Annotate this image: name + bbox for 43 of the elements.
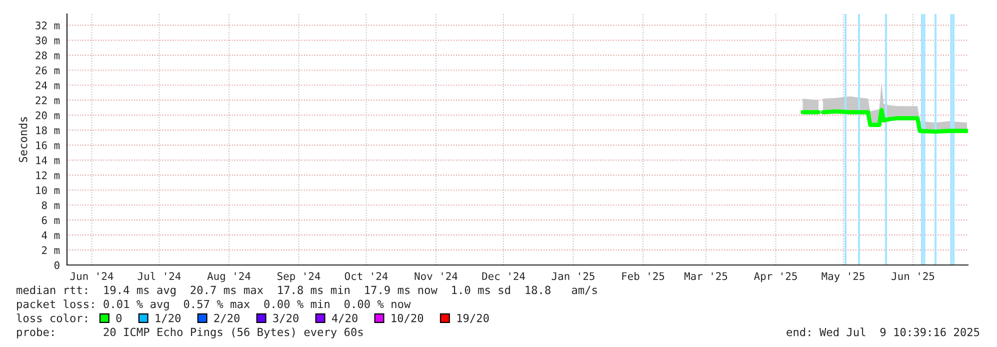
x-tick-label: Jun '24 [70,272,114,280]
x-tick-label: Aug '24 [207,272,250,282]
text: packet loss: 0.01 % avg 0.57 % max 0.00 % min 0.00 % now [17,300,411,310]
x-tick-label: Sep '24 [278,272,320,282]
y-tick-label: 14 m [36,156,60,164]
x-tick-label: Nov '24 [414,272,458,280]
y-tick-label: 20 m [36,111,60,120]
x-tick-label: Feb '25 [622,272,664,280]
legend-title: loss color: [16,314,87,322]
y-tick-label: 28 m [36,51,60,60]
text: end: Wed Jul 9 10:39:16 2025 [786,328,980,336]
y-tick-label: 30 m [36,36,60,44]
y-tick-label: 8 m [42,201,60,210]
x-tick-label: Apr '25 [754,272,797,282]
y-tick-label: 26 m [36,66,60,74]
y-tick-label: 22 m [36,96,60,104]
legend-label: 3/20 [273,314,298,324]
legend-label: 2/20 [214,314,240,324]
legend-label: 0 [116,314,122,322]
y-tick-label: 12 m [36,171,60,180]
y-tick-label: 0 [54,261,60,270]
x-tick-label: May '25 [822,272,864,282]
x-tick-label: Oct '24 [344,272,388,280]
y-tick-label: 24 m [36,81,60,90]
y-tick-label: 16 m [36,141,60,150]
x-tick-label: Mar '25 [684,272,728,280]
y-tick-label: 10 m [36,186,60,194]
text: median rtt: 19.4 ms avg 20.7 ms max 17.8 ms min 17.9 ms now 1.0 ms sd 18.8 am/s [16,286,597,296]
legend-label: 1/20 [156,314,181,324]
y-tick-label: 4 m [42,231,60,240]
x-tick-label: Jun '25 [892,272,934,280]
x-tick-label: Jan '25 [552,272,594,280]
y-tick-label: 2 m [42,246,60,254]
legend-label: 10/20 [392,314,424,324]
y-tick-label: 18 m [36,126,60,134]
legend-label: 19/20 [457,314,489,324]
y-axis-title: Seconds [18,117,28,162]
y-tick-label: 32 m [36,21,60,30]
legend-label: 4/20 [332,314,358,324]
text: probe: 20 ICMP Echo Pings (56 Bytes) every 60s [17,328,363,338]
y-tick-label: 6 m [42,216,60,224]
x-tick-label: Jul '24 [138,272,181,280]
x-tick-label: Dec '24 [482,272,525,280]
